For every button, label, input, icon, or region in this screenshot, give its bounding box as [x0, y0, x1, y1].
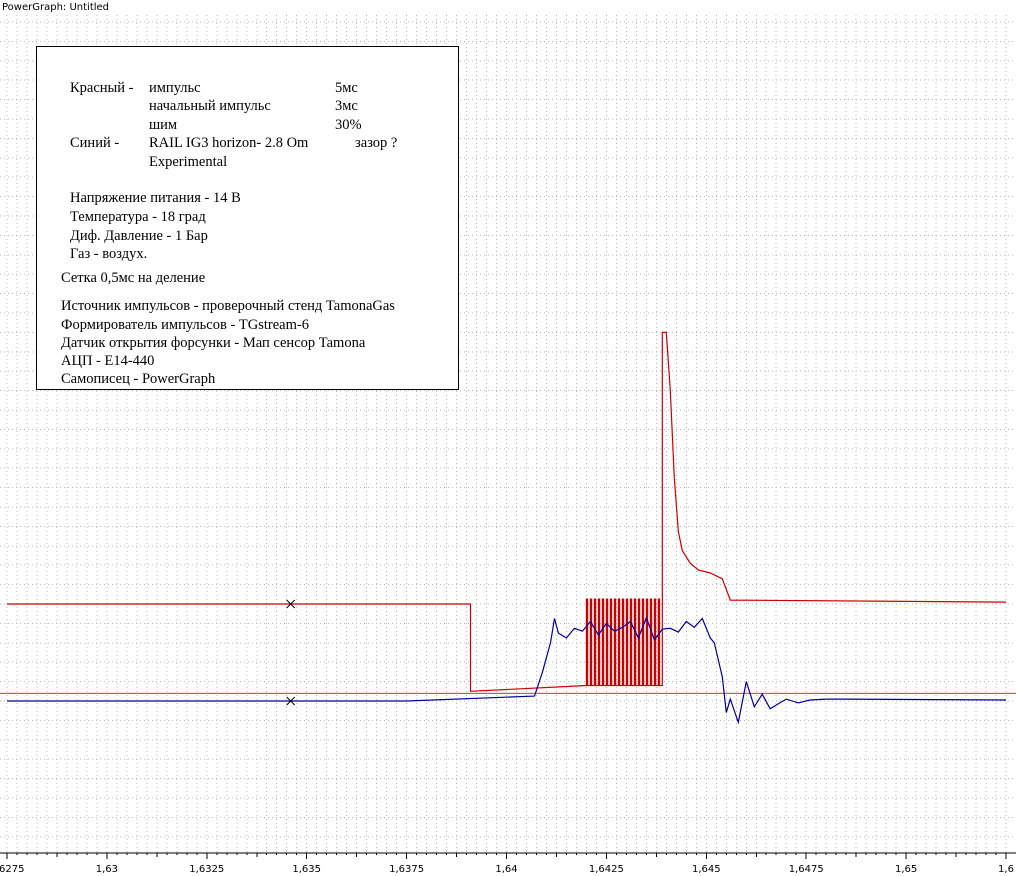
series-group [7, 331, 1007, 725]
red-label: Красный - [70, 80, 134, 96]
red-item-value: 5мс [335, 80, 358, 96]
red-item-value: 3мс [335, 98, 358, 114]
equipment-text: Формирователь импульсов - TGstream-6 [61, 317, 309, 333]
x-tick-label: 1,6325 [189, 864, 224, 875]
grid-note: Сетка 0,5мс на деление [61, 270, 206, 286]
condition-text: Диф. Давление - 1 Бар [70, 228, 208, 244]
x-tick-label: 1,65 [895, 864, 917, 875]
x-tick-label: 1,635 [292, 864, 321, 875]
chart-grid [0, 15, 1016, 852]
x-tick-label: 1,63 [96, 864, 118, 875]
equipment-text: Самописец - PowerGraph [61, 371, 216, 387]
series-line-red [7, 331, 1007, 692]
red-item-name: импульс [149, 80, 201, 96]
cursor-marker-stroke [286, 599, 296, 609]
cursor-marker-stroke [286, 696, 296, 706]
x-tick-label: 1,6425 [589, 864, 624, 875]
red-item-value: 30% [335, 117, 362, 133]
red-item-name: шим [149, 117, 178, 133]
blue-gap: зазор ? [355, 135, 398, 151]
blue-desc2: Experimental [149, 154, 228, 170]
condition-text: Напряжение питания - 14 В [70, 190, 241, 206]
red-item-name: начальный импульс [149, 98, 271, 114]
window-title: PowerGraph: Untitled [0, 0, 1016, 15]
x-tick-label: 1,6375 [389, 864, 424, 875]
annotation-box: Красный - импульс 5мс начальный импульс … [36, 46, 459, 390]
condition-text: Температура - 18 град [70, 209, 206, 225]
blue-desc: RAIL IG3 horizon- 2.8 Om [149, 135, 309, 151]
cursor-x-marker [286, 696, 296, 706]
x-tick-label: 1,6 [998, 864, 1014, 875]
equipment-text: Датчик открытия форсунки - Мап сенсор Ta… [61, 335, 366, 351]
x-tick-label: 1,645 [692, 864, 721, 875]
condition-text: Газ - воздух. [70, 246, 148, 262]
equipment-text: Источник импульсов - проверочный стенд T… [61, 298, 395, 314]
x-axis-ticks: 1,6275 1,63 1,6325 1,635 1,6375 1,64 1,6425 1,6… [0, 853, 1014, 875]
series-line-blue [7, 615, 1007, 725]
blue-label: Синий - [70, 135, 120, 151]
x-tick-label: 1,6275 [0, 864, 25, 875]
x-tick-label: 1,6475 [789, 864, 824, 875]
x-tick-label: 1,64 [495, 864, 517, 875]
cursor-markers [286, 599, 296, 706]
equipment-text: АЦП - E14-440 [61, 353, 155, 369]
cursor-x-marker [286, 599, 296, 609]
